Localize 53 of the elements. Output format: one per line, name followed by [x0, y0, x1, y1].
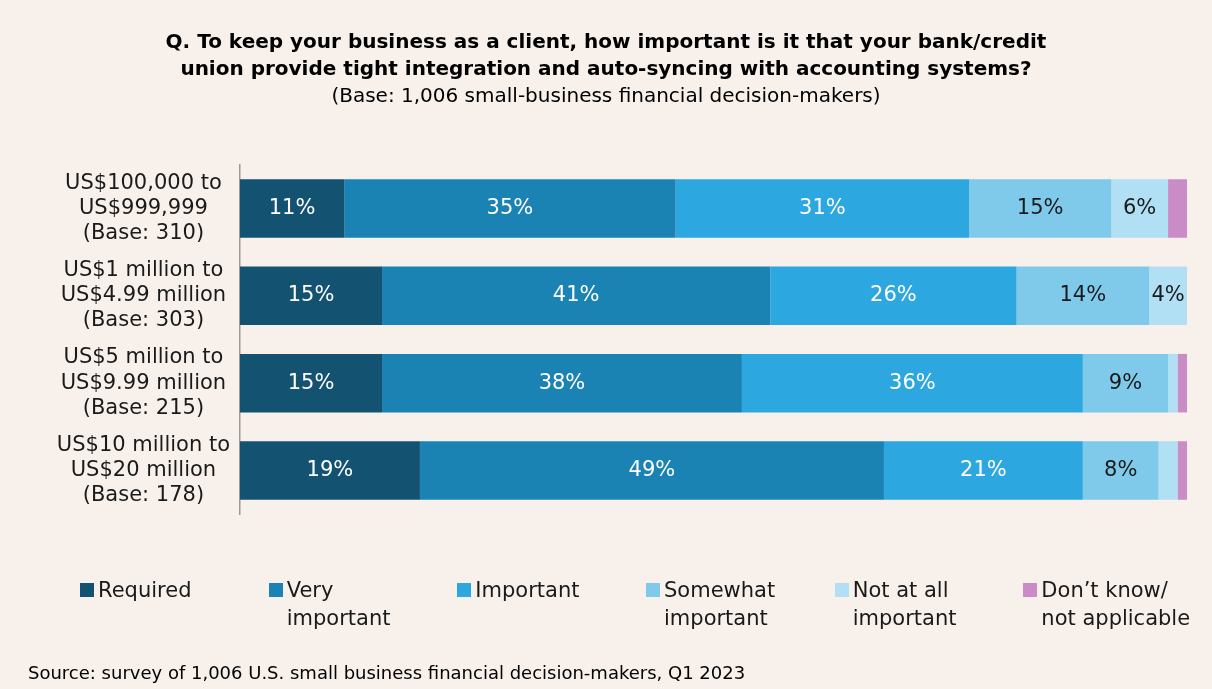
bar: [240, 179, 345, 238]
bar: [1168, 353, 1178, 413]
y-tick-label: US$10 million to US$20 million (Base: 178): [56, 431, 230, 507]
data-label: 4%: [1151, 282, 1185, 307]
data-label: 15%: [1016, 194, 1064, 219]
chart-title: Q. To keep your business as a client, how important is it that your bank/credit union provide tight integration and auto-syncing with accounting systems?: [164, 28, 1048, 82]
legend-label: Somewhat important: [664, 577, 777, 632]
bar: [240, 441, 420, 500]
bar: [1158, 441, 1178, 500]
data-label: 49%: [628, 456, 676, 481]
legend-label: Important: [475, 577, 581, 604]
bar: [1082, 441, 1159, 500]
data-label: 38%: [538, 369, 586, 394]
data-label: 6%: [1122, 194, 1157, 219]
legend-label: Very important: [286, 577, 392, 632]
bar: [344, 179, 676, 238]
data-label: 35%: [486, 194, 534, 219]
legend-label: Required: [98, 577, 193, 604]
bar: [240, 266, 383, 326]
bar: [675, 179, 970, 238]
bar: [419, 441, 884, 500]
source-note: Source: survey of 1,006 U.S. small business financial decision-makers, Q1 2023: [28, 662, 746, 683]
data-label: 9%: [1108, 369, 1143, 394]
bar: [770, 266, 1017, 326]
data-label: 15%: [287, 369, 335, 394]
data-label: 31%: [799, 194, 846, 219]
data-label: 14%: [1059, 282, 1107, 307]
bar: [883, 441, 1083, 500]
data-label: 19%: [306, 456, 354, 481]
bar: [741, 353, 1083, 413]
data-label: 26%: [870, 282, 917, 307]
bar: [240, 353, 383, 413]
bar: [1111, 179, 1169, 238]
bar: [382, 353, 742, 413]
data-label: 41%: [552, 282, 600, 307]
y-tick-label: US$5 million to US$9.99 million (Base: 215): [60, 344, 227, 419]
bar: [969, 179, 1112, 238]
y-tick-label: US$100,000 to US$999,999 (Base: 310): [65, 169, 222, 245]
bar: [1016, 266, 1150, 326]
legend-label: Not at all important: [852, 577, 958, 632]
y-tick-label: US$1 million to US$4.99 million (Base: 303): [60, 257, 227, 332]
bar: [1082, 353, 1169, 413]
bar: [1177, 441, 1187, 500]
bar: [1177, 353, 1187, 413]
data-label: 8%: [1104, 456, 1138, 481]
data-label: 36%: [889, 369, 936, 394]
legend-label: Don’t know/ not applicable: [1041, 577, 1192, 632]
bar: [382, 266, 771, 326]
data-label: 11%: [268, 194, 316, 219]
chart-subtitle: (Base: 1,006 small-business financial decision-makers): [330, 82, 882, 109]
data-label: 15%: [287, 282, 335, 307]
data-label: 21%: [960, 456, 1007, 481]
bar: [1168, 179, 1187, 238]
